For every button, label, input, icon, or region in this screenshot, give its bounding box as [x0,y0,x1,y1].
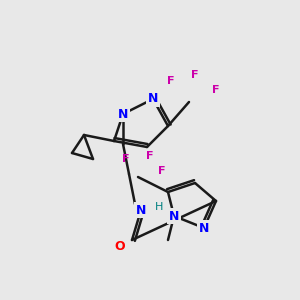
Text: N: N [148,92,158,106]
Text: N: N [118,107,128,121]
Text: N: N [136,203,146,217]
Text: O: O [115,239,125,253]
Text: F: F [146,151,154,161]
Text: N: N [199,221,209,235]
Text: F: F [167,76,175,86]
Text: F: F [212,85,220,95]
Text: F: F [158,166,166,176]
Text: H: H [155,202,163,212]
Text: F: F [191,70,199,80]
Text: N: N [169,209,179,223]
Text: F: F [122,154,130,164]
